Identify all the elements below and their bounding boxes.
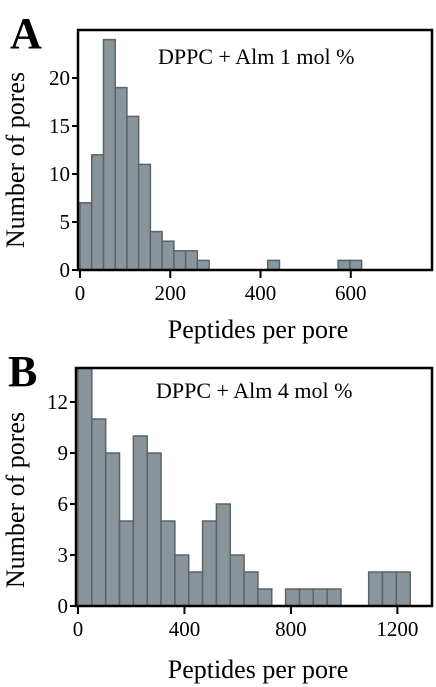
panel-b-bar: [257, 588, 273, 607]
panel-a-x-tick-label: 400: [245, 281, 277, 305]
panel-b-annotation: DPPC + Alm 4 mol %: [156, 378, 352, 403]
panel-b: B DPPC + Alm 4 mol % Number of pores Pep…: [1, 347, 434, 684]
panel-b-bar: [312, 588, 328, 607]
panel-a-x-tick-label: 0: [75, 281, 86, 305]
panel-b-bar: [298, 588, 315, 607]
panel-a-bar: [114, 86, 128, 271]
panel-b-y-axis-label: Number of pores: [1, 412, 30, 588]
panel-b-ticks: 0 3 6 9 12 0 400 800 1200: [47, 390, 418, 641]
panel-b-bar: [174, 554, 190, 607]
panel-b-y-tick-label: 3: [58, 543, 69, 567]
panel-b-x-tick-label: 1200: [376, 617, 418, 641]
panel-b-bar: [77, 367, 93, 607]
panel-b-y-tick-label: 9: [58, 441, 69, 465]
panel-b-bar: [395, 571, 411, 607]
panel-b-bar: [284, 588, 301, 607]
panel-b-bars: [77, 367, 411, 607]
panel-b-x-tick-label: 400: [169, 617, 201, 641]
panel-b-label: B: [8, 347, 37, 396]
panel-a-bar: [337, 259, 351, 271]
panel-a-y-tick-label: 5: [60, 210, 71, 234]
panel-a-x-axis-label: Peptides per pore: [168, 315, 349, 344]
panel-a-bars: [79, 38, 363, 271]
panel-a-y-tick-label: 10: [49, 162, 70, 186]
panel-a-y-tick-label: 15: [49, 114, 70, 138]
panel-a-bar: [161, 240, 175, 271]
panel-a-bar: [196, 259, 210, 271]
panel-b-bar: [146, 452, 162, 607]
panel-b-x-axis-label: Peptides per pore: [168, 655, 349, 684]
panel-a-bar: [349, 259, 363, 271]
panel-b-y-tick-label: 0: [58, 594, 69, 618]
panel-b-x-tick-label: 0: [73, 617, 84, 641]
panel-b-bar: [104, 452, 121, 607]
panel-a-x-tick-label: 200: [155, 281, 187, 305]
panel-b-bar: [91, 418, 107, 607]
panel-a-bar: [266, 259, 281, 271]
panel-b-bar: [243, 571, 259, 607]
panel-b-bar: [229, 554, 245, 607]
panel-b-bar: [118, 520, 135, 607]
panel-a-bar: [79, 202, 93, 271]
panel-b-y-tick-label: 12: [47, 390, 68, 414]
panel-a-bar: [149, 230, 163, 271]
panel-b-bar: [367, 571, 384, 607]
panel-b-y-tick-label: 6: [58, 492, 69, 516]
panel-b-bar: [381, 571, 398, 607]
panel-a-bar: [126, 115, 140, 271]
panel-b-bar: [201, 520, 218, 607]
panel-b-frame: [74, 366, 434, 608]
panel-a-bar: [173, 250, 187, 271]
panel-b-bar: [326, 588, 342, 607]
panel-a-label: A: [10, 9, 42, 58]
panel-a-y-axis-label: Number of pores: [1, 72, 30, 248]
panel-b-x-tick-label: 800: [275, 617, 307, 641]
panel-a-bar: [137, 163, 152, 271]
panel-b-bar: [132, 435, 148, 607]
panel-a-y-tick-label: 0: [60, 258, 71, 282]
panel-a-bar: [90, 154, 105, 271]
panel-a-x-tick-label: 600: [335, 281, 367, 305]
panel-a-bar: [102, 38, 116, 271]
panel-a: A DPPC + Alm 1 mol % Number of pores Pep…: [1, 9, 434, 344]
panel-a-frame: [76, 28, 434, 272]
panel-b-bar: [187, 571, 204, 607]
panel-b-bar: [215, 503, 232, 607]
panel-a-y-tick-label: 20: [49, 66, 70, 90]
panel-b-bar: [160, 520, 176, 607]
panel-a-annotation: DPPC + Alm 1 mol %: [158, 44, 354, 69]
panel-a-bar: [184, 250, 199, 271]
